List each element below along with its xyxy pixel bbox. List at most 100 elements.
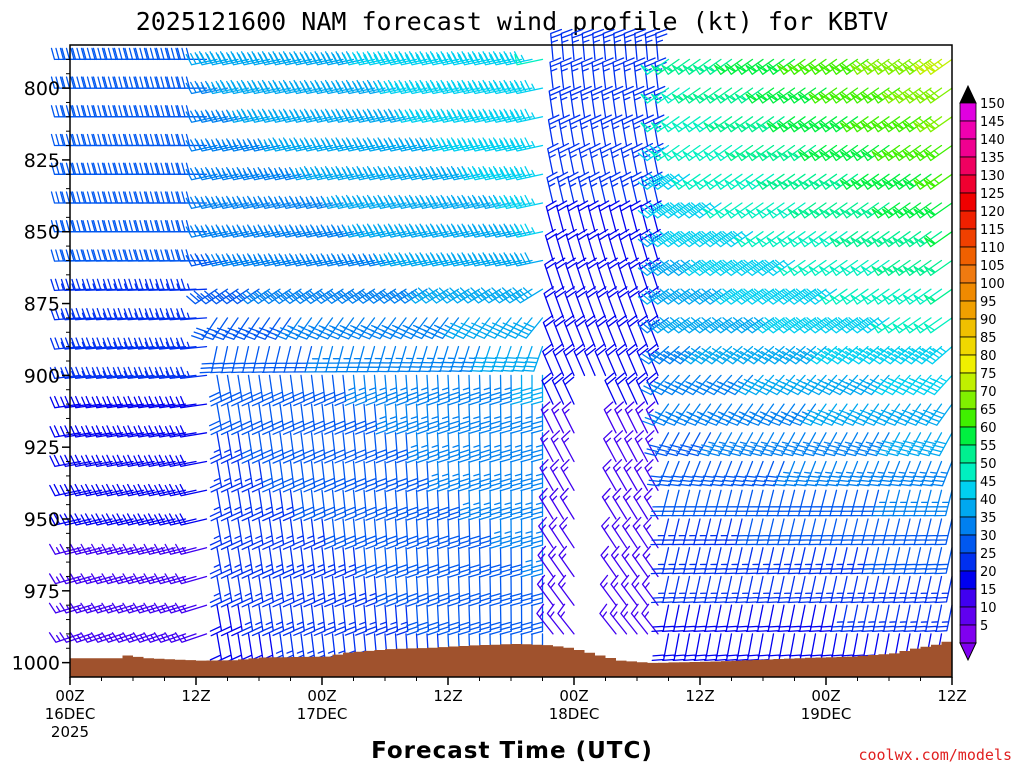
wind-barb xyxy=(220,460,233,493)
wind-barb xyxy=(701,345,733,365)
wind-barb xyxy=(122,543,155,555)
wind-barb xyxy=(933,489,953,517)
wind-barb xyxy=(291,403,305,435)
wind-barb xyxy=(499,460,512,492)
wind-barb xyxy=(469,345,491,372)
wind-barb xyxy=(271,604,285,637)
wind-barb xyxy=(489,403,502,434)
wind-barb xyxy=(144,395,176,409)
wind-barb xyxy=(426,489,440,521)
wind-barb xyxy=(248,253,281,267)
wind-barb xyxy=(563,314,576,348)
wind-barb xyxy=(923,58,953,75)
wind-barb xyxy=(686,432,712,457)
wind-barb xyxy=(302,489,316,522)
wind-barb xyxy=(165,278,197,292)
wind-barb xyxy=(385,374,399,406)
wind-barb xyxy=(175,395,208,409)
wind-barb xyxy=(538,516,554,549)
wind-barb xyxy=(343,432,357,464)
wind-barb xyxy=(592,28,605,61)
wind-barb xyxy=(385,288,418,304)
wind-barb xyxy=(734,489,754,517)
wind-barb xyxy=(559,487,575,520)
x-tick-label: 00Z xyxy=(811,687,840,705)
wind-barb xyxy=(103,162,134,175)
wind-barb xyxy=(60,366,92,380)
wind-barb xyxy=(787,231,817,248)
colorbar-swatch xyxy=(959,480,977,500)
wind-barb xyxy=(679,230,712,248)
wind-barb xyxy=(334,345,355,373)
wind-barb xyxy=(293,345,313,373)
wind-barb xyxy=(468,518,481,549)
colorbar-label: 35 xyxy=(980,511,997,526)
wind-barb xyxy=(536,574,554,606)
wind-barb xyxy=(468,575,481,607)
wind-barb xyxy=(589,142,602,175)
wind-barb xyxy=(230,489,243,522)
wind-barb xyxy=(301,51,334,66)
wind-barb xyxy=(723,489,743,517)
wind-barb xyxy=(578,142,591,175)
wind-barb xyxy=(661,144,691,162)
wind-barb xyxy=(566,200,579,233)
wind-barb xyxy=(406,489,419,521)
wind-barb xyxy=(805,288,838,305)
wind-barb xyxy=(892,288,922,305)
wind-barb xyxy=(587,200,600,233)
wind-barb xyxy=(206,79,239,95)
wind-barb xyxy=(145,133,176,147)
wind-barb xyxy=(458,194,491,210)
wind-barb xyxy=(250,432,264,464)
wind-barb xyxy=(208,374,223,407)
wind-barb xyxy=(631,574,649,606)
wind-barb xyxy=(145,162,176,175)
x-date-label: 16DEC xyxy=(45,705,96,723)
wind-barb xyxy=(797,231,827,248)
wind-barb xyxy=(81,278,113,292)
wind-barb xyxy=(571,28,584,61)
wind-barb xyxy=(354,518,368,550)
wind-barb xyxy=(354,460,368,493)
wind-barb xyxy=(787,374,817,396)
wind-barb xyxy=(302,403,316,435)
wind-barb xyxy=(804,460,827,487)
wind-barb xyxy=(448,252,481,267)
wind-barb xyxy=(489,489,502,521)
wind-barb xyxy=(427,252,460,267)
wind-barb xyxy=(230,460,243,493)
site-credit[interactable]: coolwx.com/models xyxy=(858,746,1012,764)
wind-barb xyxy=(240,604,254,637)
wind-barb xyxy=(322,253,355,267)
wind-barb xyxy=(644,28,657,61)
wind-barb xyxy=(81,307,113,321)
wind-barb xyxy=(354,547,368,579)
wind-barb xyxy=(426,432,440,464)
wind-barb xyxy=(662,633,680,662)
wind-barb xyxy=(313,547,326,579)
wind-barb xyxy=(520,489,533,520)
wind-barb xyxy=(375,547,388,579)
wind-barb xyxy=(406,518,419,550)
wind-barb xyxy=(679,317,712,334)
wind-barb xyxy=(343,223,376,238)
wind-barb xyxy=(92,307,124,321)
wind-barb xyxy=(631,142,644,175)
wind-barb xyxy=(209,604,223,637)
wind-barb xyxy=(934,575,953,604)
wind-barb xyxy=(271,489,285,522)
wind-barb xyxy=(238,108,271,123)
wind-barb xyxy=(713,575,733,604)
wind-barb xyxy=(911,345,943,365)
wind-barb xyxy=(364,432,378,464)
wind-barb xyxy=(385,489,399,521)
wind-barb xyxy=(312,432,326,464)
colorbar-swatch xyxy=(959,606,977,626)
wind-barb xyxy=(101,483,134,497)
wind-barb xyxy=(670,345,701,365)
wind-barb xyxy=(259,224,292,238)
wind-barb xyxy=(500,223,533,238)
wind-barb xyxy=(478,374,492,406)
wind-barb xyxy=(333,403,347,435)
